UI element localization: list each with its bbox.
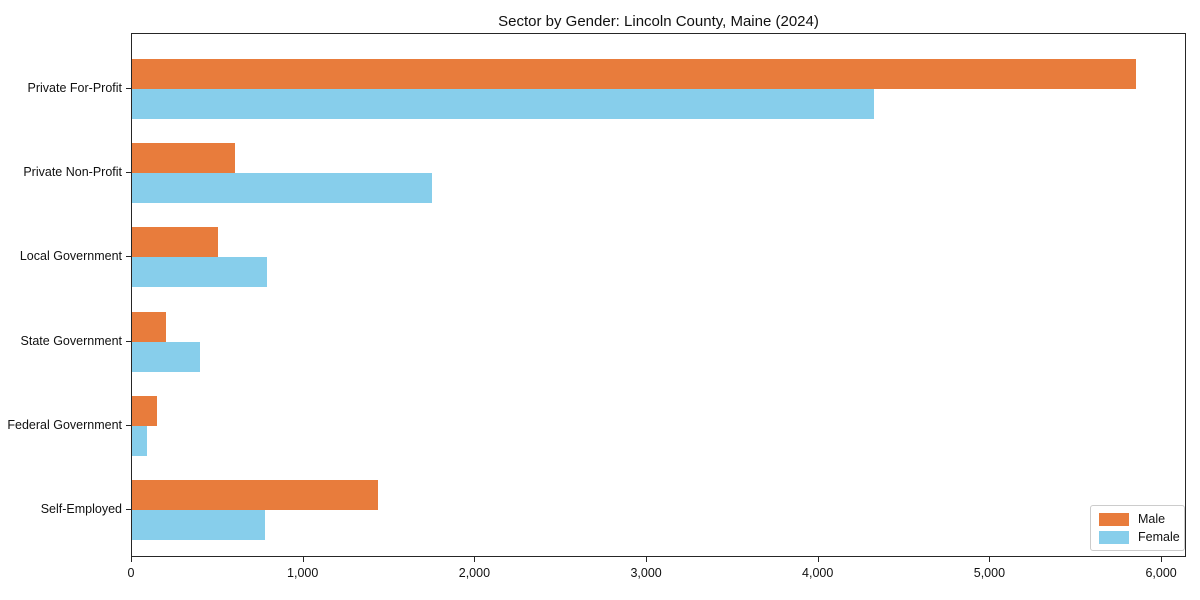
y-axis-category-label: State Government	[20, 334, 122, 348]
x-axis-tick-label: 1,000	[287, 566, 319, 580]
bar-male-1	[132, 143, 235, 173]
y-axis-category-label: Local Government	[19, 249, 122, 263]
y-axis-tick	[126, 256, 131, 257]
x-axis-tick	[1161, 557, 1163, 562]
male-series-swatch	[1099, 512, 1129, 526]
y-axis-tick	[126, 88, 131, 89]
female-series-swatch	[1099, 530, 1129, 544]
y-axis-tick	[126, 425, 131, 426]
x-axis-tick-label: 0	[127, 566, 135, 580]
x-axis-tick-label: 6,000	[1145, 566, 1177, 580]
x-axis-tick	[474, 557, 476, 562]
y-axis-tick	[126, 509, 131, 510]
bar-male-4	[132, 396, 157, 426]
legend-entry-male: Male	[1099, 512, 1176, 526]
bar-female-2	[132, 257, 267, 287]
x-axis-tick-label: 3,000	[630, 566, 662, 580]
bar-male-3	[132, 312, 167, 342]
x-axis-tick	[817, 557, 819, 562]
x-axis-tick-label: 4,000	[802, 566, 834, 580]
y-axis-category-label: Self-Employed	[40, 502, 122, 516]
x-axis-tick	[646, 557, 648, 562]
bar-female-3	[132, 342, 200, 372]
y-axis-category-label: Federal Government	[7, 418, 122, 432]
y-axis-category-label: Private For-Profit	[27, 81, 122, 95]
legend-entry-female: Female	[1099, 530, 1180, 544]
bar-female-1	[132, 173, 433, 203]
x-axis-tick-label: 5,000	[973, 566, 1006, 580]
bar-female-4	[132, 426, 147, 456]
legend-label-female: Female	[1138, 530, 1180, 544]
chart-title: Sector by Gender: Lincoln County, Maine …	[498, 13, 819, 30]
y-axis-tick	[126, 172, 131, 173]
x-axis-tick	[131, 557, 132, 562]
y-axis-tick	[126, 341, 131, 342]
x-axis-tick-label: 2,000	[458, 566, 491, 580]
legend: Male Female	[1090, 505, 1185, 551]
bar-female-0	[132, 89, 874, 119]
y-axis-category-label: Private Non-Profit	[23, 165, 122, 179]
bar-male-2	[132, 227, 218, 257]
bar-male-5	[132, 480, 378, 510]
legend-label-male: Male	[1138, 512, 1166, 526]
bar-female-5	[132, 510, 266, 540]
x-axis-tick	[989, 557, 991, 562]
plot-area	[131, 33, 1186, 557]
x-axis-tick	[302, 557, 304, 562]
bar-male-0	[132, 59, 1137, 89]
